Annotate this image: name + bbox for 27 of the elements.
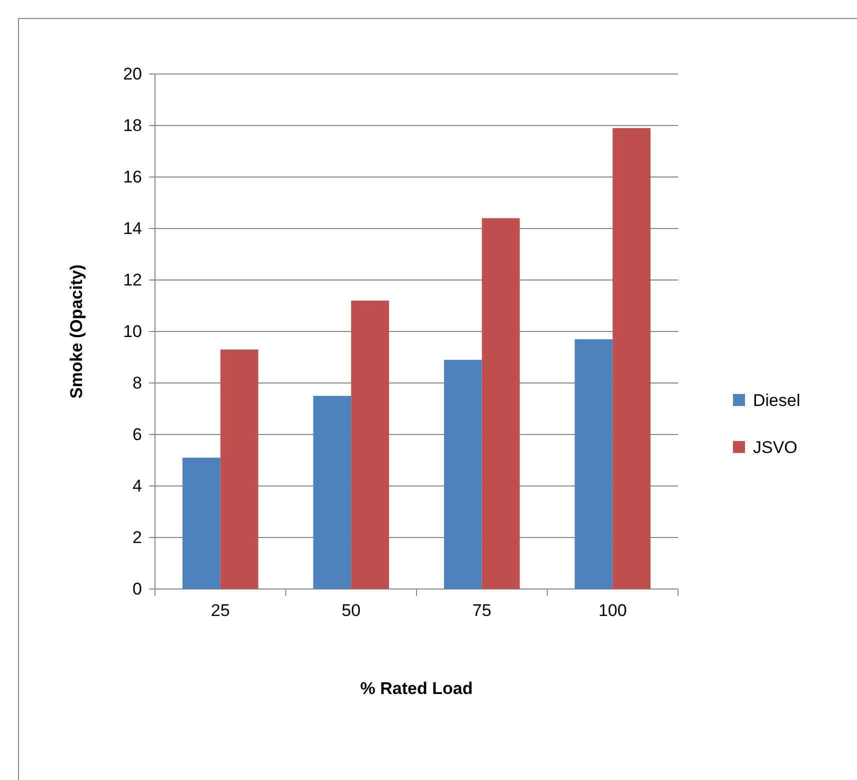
y-axis-title: Smoke (Opacity) bbox=[67, 264, 86, 399]
y-tick-label: 16 bbox=[123, 167, 142, 186]
y-tick-label: 12 bbox=[123, 270, 142, 290]
x-tick-label: 75 bbox=[472, 601, 492, 620]
x-tick-label: 100 bbox=[598, 601, 627, 620]
y-tick-label: 4 bbox=[132, 476, 142, 496]
bar bbox=[313, 396, 352, 589]
x-tick-label: 50 bbox=[342, 601, 361, 620]
y-tick-label: 6 bbox=[132, 424, 142, 444]
y-tick-label: 0 bbox=[132, 579, 142, 598]
y-tick-label: 8 bbox=[132, 373, 142, 392]
bar bbox=[444, 360, 482, 589]
bar bbox=[574, 339, 613, 589]
x-axis-title: % Rated Load bbox=[360, 679, 473, 698]
y-tick-label: 20 bbox=[123, 64, 142, 84]
bar bbox=[182, 458, 220, 589]
bar bbox=[351, 300, 390, 589]
bar bbox=[482, 218, 520, 589]
y-tick-label: 14 bbox=[123, 218, 142, 238]
legend-label: Diesel bbox=[753, 391, 800, 410]
bar bbox=[220, 350, 258, 589]
y-tick-label: 18 bbox=[123, 116, 142, 135]
y-tick-label: 2 bbox=[132, 528, 142, 547]
bar bbox=[612, 128, 651, 589]
x-tick-label: 25 bbox=[210, 601, 230, 620]
y-tick-label: 10 bbox=[123, 322, 142, 341]
legend-label: JSVO bbox=[753, 438, 798, 457]
